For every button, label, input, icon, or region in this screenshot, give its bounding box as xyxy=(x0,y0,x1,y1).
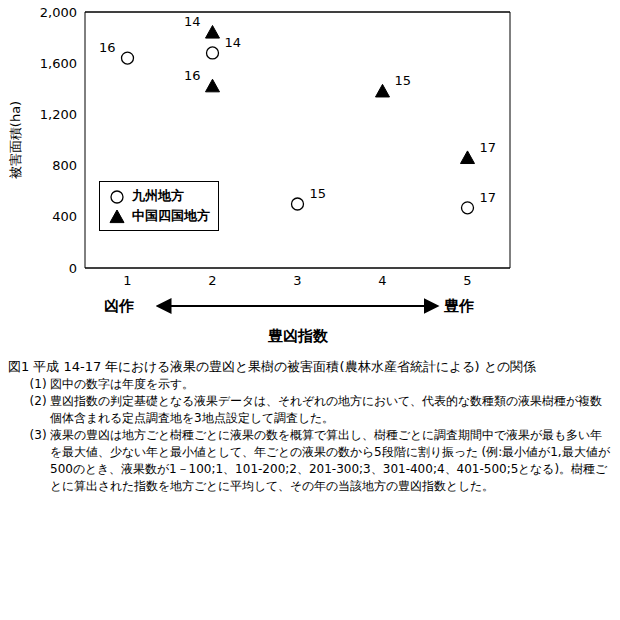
svg-text:14: 14 xyxy=(184,14,201,29)
svg-text:800: 800 xyxy=(52,158,77,173)
html-text:図1 平成 14-17 年における液果の豊凶と果樹の被害面積: 図1 平成 14-17 年における液果の豊凶と果樹の被害面積(農林水産省統計によ… xyxy=(8,359,536,374)
svg-text:2: 2 xyxy=(208,273,216,288)
html-text:中国四国地方: 中国四国地方 xyxy=(132,208,210,223)
svg-text:16: 16 xyxy=(99,40,116,55)
html-text:(3) 液果の豊凶は地方ごと樹種ごとに液果の数を概算で算出し: (3) 液果の豊凶は地方ごと樹種ごとに液果の数を概算で算出し、樹種ごとに調査期間… xyxy=(29,428,610,493)
svg-text:14: 14 xyxy=(225,35,242,50)
html-text:(2) 豊凶指数の判定基礎となる液果データは、それぞれの地方: (2) 豊凶指数の判定基礎となる液果データは、それぞれの地方において、代表的な数… xyxy=(29,394,603,425)
svg-text:400: 400 xyxy=(52,209,77,224)
svg-text:17: 17 xyxy=(480,190,497,205)
svg-text:3: 3 xyxy=(293,273,301,288)
svg-text:0: 0 xyxy=(69,261,77,276)
html-text:九州地方: 九州地方 xyxy=(132,188,184,203)
svg-text:1,600: 1,600 xyxy=(40,56,77,71)
svg-text:15: 15 xyxy=(395,73,412,88)
svg-text:5: 5 xyxy=(463,273,471,288)
svg-text:17: 17 xyxy=(480,140,497,155)
html-text:豊凶指数: 豊凶指数 xyxy=(267,327,328,345)
html-text:(1) 図中の数字は年度を示す。: (1) 図中の数字は年度を示す。 xyxy=(29,377,195,391)
svg-text:4: 4 xyxy=(378,273,386,288)
svg-text:1,200: 1,200 xyxy=(40,107,77,122)
svg-text:16: 16 xyxy=(184,68,201,83)
svg-text:被害面積(ha): 被害面積(ha) xyxy=(8,101,23,179)
svg-text:15: 15 xyxy=(310,186,327,201)
html-text:凶作: 凶作 xyxy=(103,297,134,315)
svg-text:2,000: 2,000 xyxy=(40,8,77,20)
svg-text:1: 1 xyxy=(123,273,131,288)
html-text:豊作: 豊作 xyxy=(443,297,474,315)
